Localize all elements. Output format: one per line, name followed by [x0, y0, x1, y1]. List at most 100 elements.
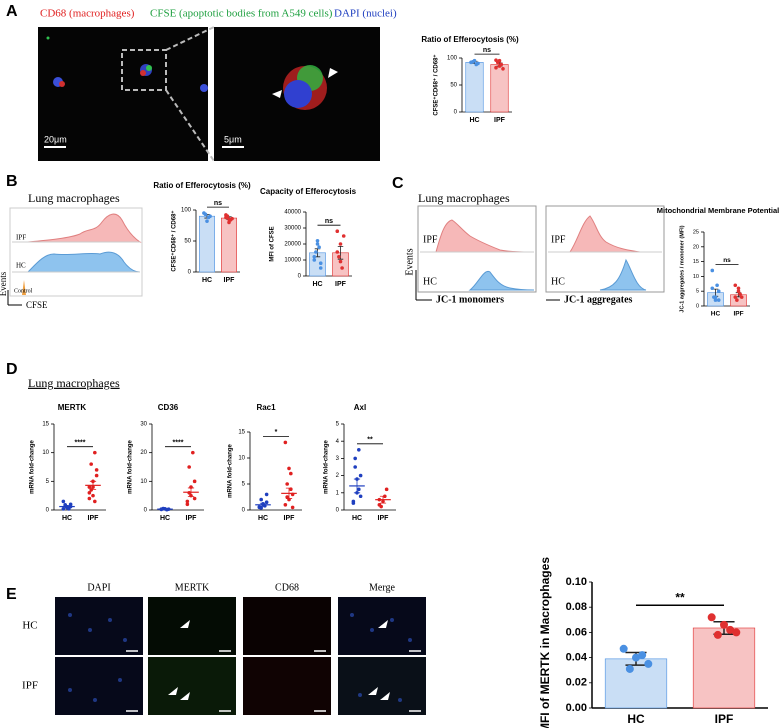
data-point: [358, 494, 363, 499]
y-tick-label: 100: [447, 56, 458, 62]
data-point: [377, 497, 382, 502]
panel-label: A: [6, 3, 18, 20]
data-point: [358, 473, 363, 478]
data-point: [733, 295, 738, 299]
significance-label: ns: [723, 257, 731, 264]
data-point: [710, 286, 715, 291]
y-tick-label: 0: [336, 508, 340, 514]
data-point: [283, 503, 288, 507]
y-axis-label: mRNA fold-change: [128, 439, 134, 493]
data-point: [185, 502, 190, 507]
data-point: [93, 499, 97, 504]
x-tick-label: IPF: [88, 515, 100, 522]
data-point: [191, 450, 195, 455]
track-label: HC: [16, 262, 26, 270]
micrograph: 20μm: [38, 27, 208, 161]
y-tick-label: 15: [42, 422, 49, 428]
panel-label: E: [6, 586, 17, 603]
micrograph-zoom: 5μm: [214, 27, 380, 161]
x-tick-label: IPF: [733, 311, 743, 318]
chart-title: Ratio of Efferocytosis (%): [421, 35, 519, 44]
flow-histogram: IPF HC: [545, 205, 665, 293]
x-tick-label: HC: [312, 281, 322, 288]
significance-label: ****: [173, 440, 184, 447]
data-point: [338, 259, 343, 264]
data-point: [91, 493, 95, 498]
y-tick-label: 30000: [284, 226, 301, 232]
chart-title: Mitochondrial Membrane Potential: [657, 206, 780, 215]
y-axis-label: MFI of CFSE: [270, 226, 276, 261]
x-tick-label: HC: [627, 712, 645, 726]
track-label: HC: [551, 276, 565, 287]
data-point: [638, 651, 647, 660]
chart-title: Axl: [354, 403, 366, 412]
significance-label: **: [367, 437, 373, 444]
y-tick-label: 50: [184, 239, 191, 245]
column-label: Merge: [369, 582, 395, 593]
panel-title: Lung macrophages: [28, 191, 120, 205]
y-tick-label: 0.02: [566, 677, 587, 689]
bar: [604, 658, 668, 709]
data-point: [735, 298, 739, 302]
legend-text: CD68 (macrophages): [40, 8, 135, 20]
scale-bar-label: 5μm: [224, 134, 242, 144]
significance-label: **: [675, 590, 685, 604]
y-tick-label: 4: [336, 439, 340, 445]
data-point: [61, 499, 66, 504]
data-point: [289, 471, 293, 476]
data-point: [227, 217, 231, 222]
data-point: [707, 613, 716, 622]
data-point: [315, 239, 320, 243]
track-label: IPF: [551, 234, 566, 245]
column-label: CD68: [275, 582, 299, 593]
legend-text: DAPI (nuclei): [334, 8, 397, 20]
y-tick-label: 40000: [284, 210, 301, 216]
micrograph-grid: [55, 597, 426, 715]
data-point: [732, 628, 741, 637]
data-point: [67, 507, 71, 511]
data-point: [290, 505, 295, 510]
data-point: [355, 477, 359, 481]
panel-label: C: [392, 175, 404, 192]
data-point: [501, 67, 505, 71]
data-point: [285, 495, 289, 499]
y-axis-label: MFI of MERTK in Macrophages: [538, 557, 552, 728]
legend-text: CFSE (apoptotic bodies from A549 cells): [150, 8, 333, 20]
data-point: [189, 485, 193, 489]
y-tick-label: 10: [42, 450, 49, 456]
axis-label: JC-1 aggregates: [564, 294, 633, 305]
y-tick-label: 0.00: [566, 702, 587, 714]
y-tick-label: 100: [181, 208, 192, 214]
significance-label: *: [275, 429, 278, 436]
data-point: [189, 493, 193, 498]
y-tick-label: 20: [693, 244, 699, 250]
data-point: [287, 466, 291, 471]
data-point: [259, 506, 263, 510]
y-tick-label: 0: [188, 270, 192, 276]
data-point: [187, 491, 191, 495]
x-tick-label: HC: [160, 515, 170, 522]
y-axis-label: JC-1 aggregates / monomer (MFI): [679, 225, 685, 312]
data-point: [264, 500, 269, 505]
data-point: [259, 497, 263, 502]
data-point: [738, 292, 742, 296]
data-point: [733, 283, 738, 288]
data-point: [315, 242, 320, 246]
y-tick-label: 0: [696, 303, 699, 309]
y-tick-label: 10: [238, 456, 245, 462]
chart-title: Ratio of Efferocytosis (%): [153, 181, 251, 190]
axis-label: Events: [404, 248, 415, 275]
data-point: [91, 479, 95, 484]
significance-label: ns: [325, 218, 333, 225]
data-point: [338, 242, 343, 246]
data-point: [716, 298, 721, 302]
data-point: [94, 468, 99, 472]
y-tick-label: 5: [46, 479, 50, 485]
data-point: [357, 448, 361, 452]
y-tick-label: 50: [450, 83, 457, 89]
data-point: [192, 479, 197, 484]
x-tick-label: IPF: [494, 117, 506, 124]
x-tick-label: IPF: [715, 712, 734, 726]
chart-title: Capacity of Efferocytosis: [260, 187, 357, 196]
